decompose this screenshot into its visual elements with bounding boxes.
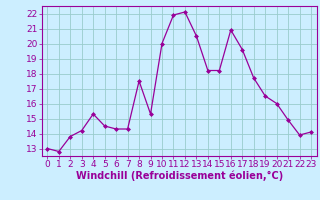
- X-axis label: Windchill (Refroidissement éolien,°C): Windchill (Refroidissement éolien,°C): [76, 171, 283, 181]
